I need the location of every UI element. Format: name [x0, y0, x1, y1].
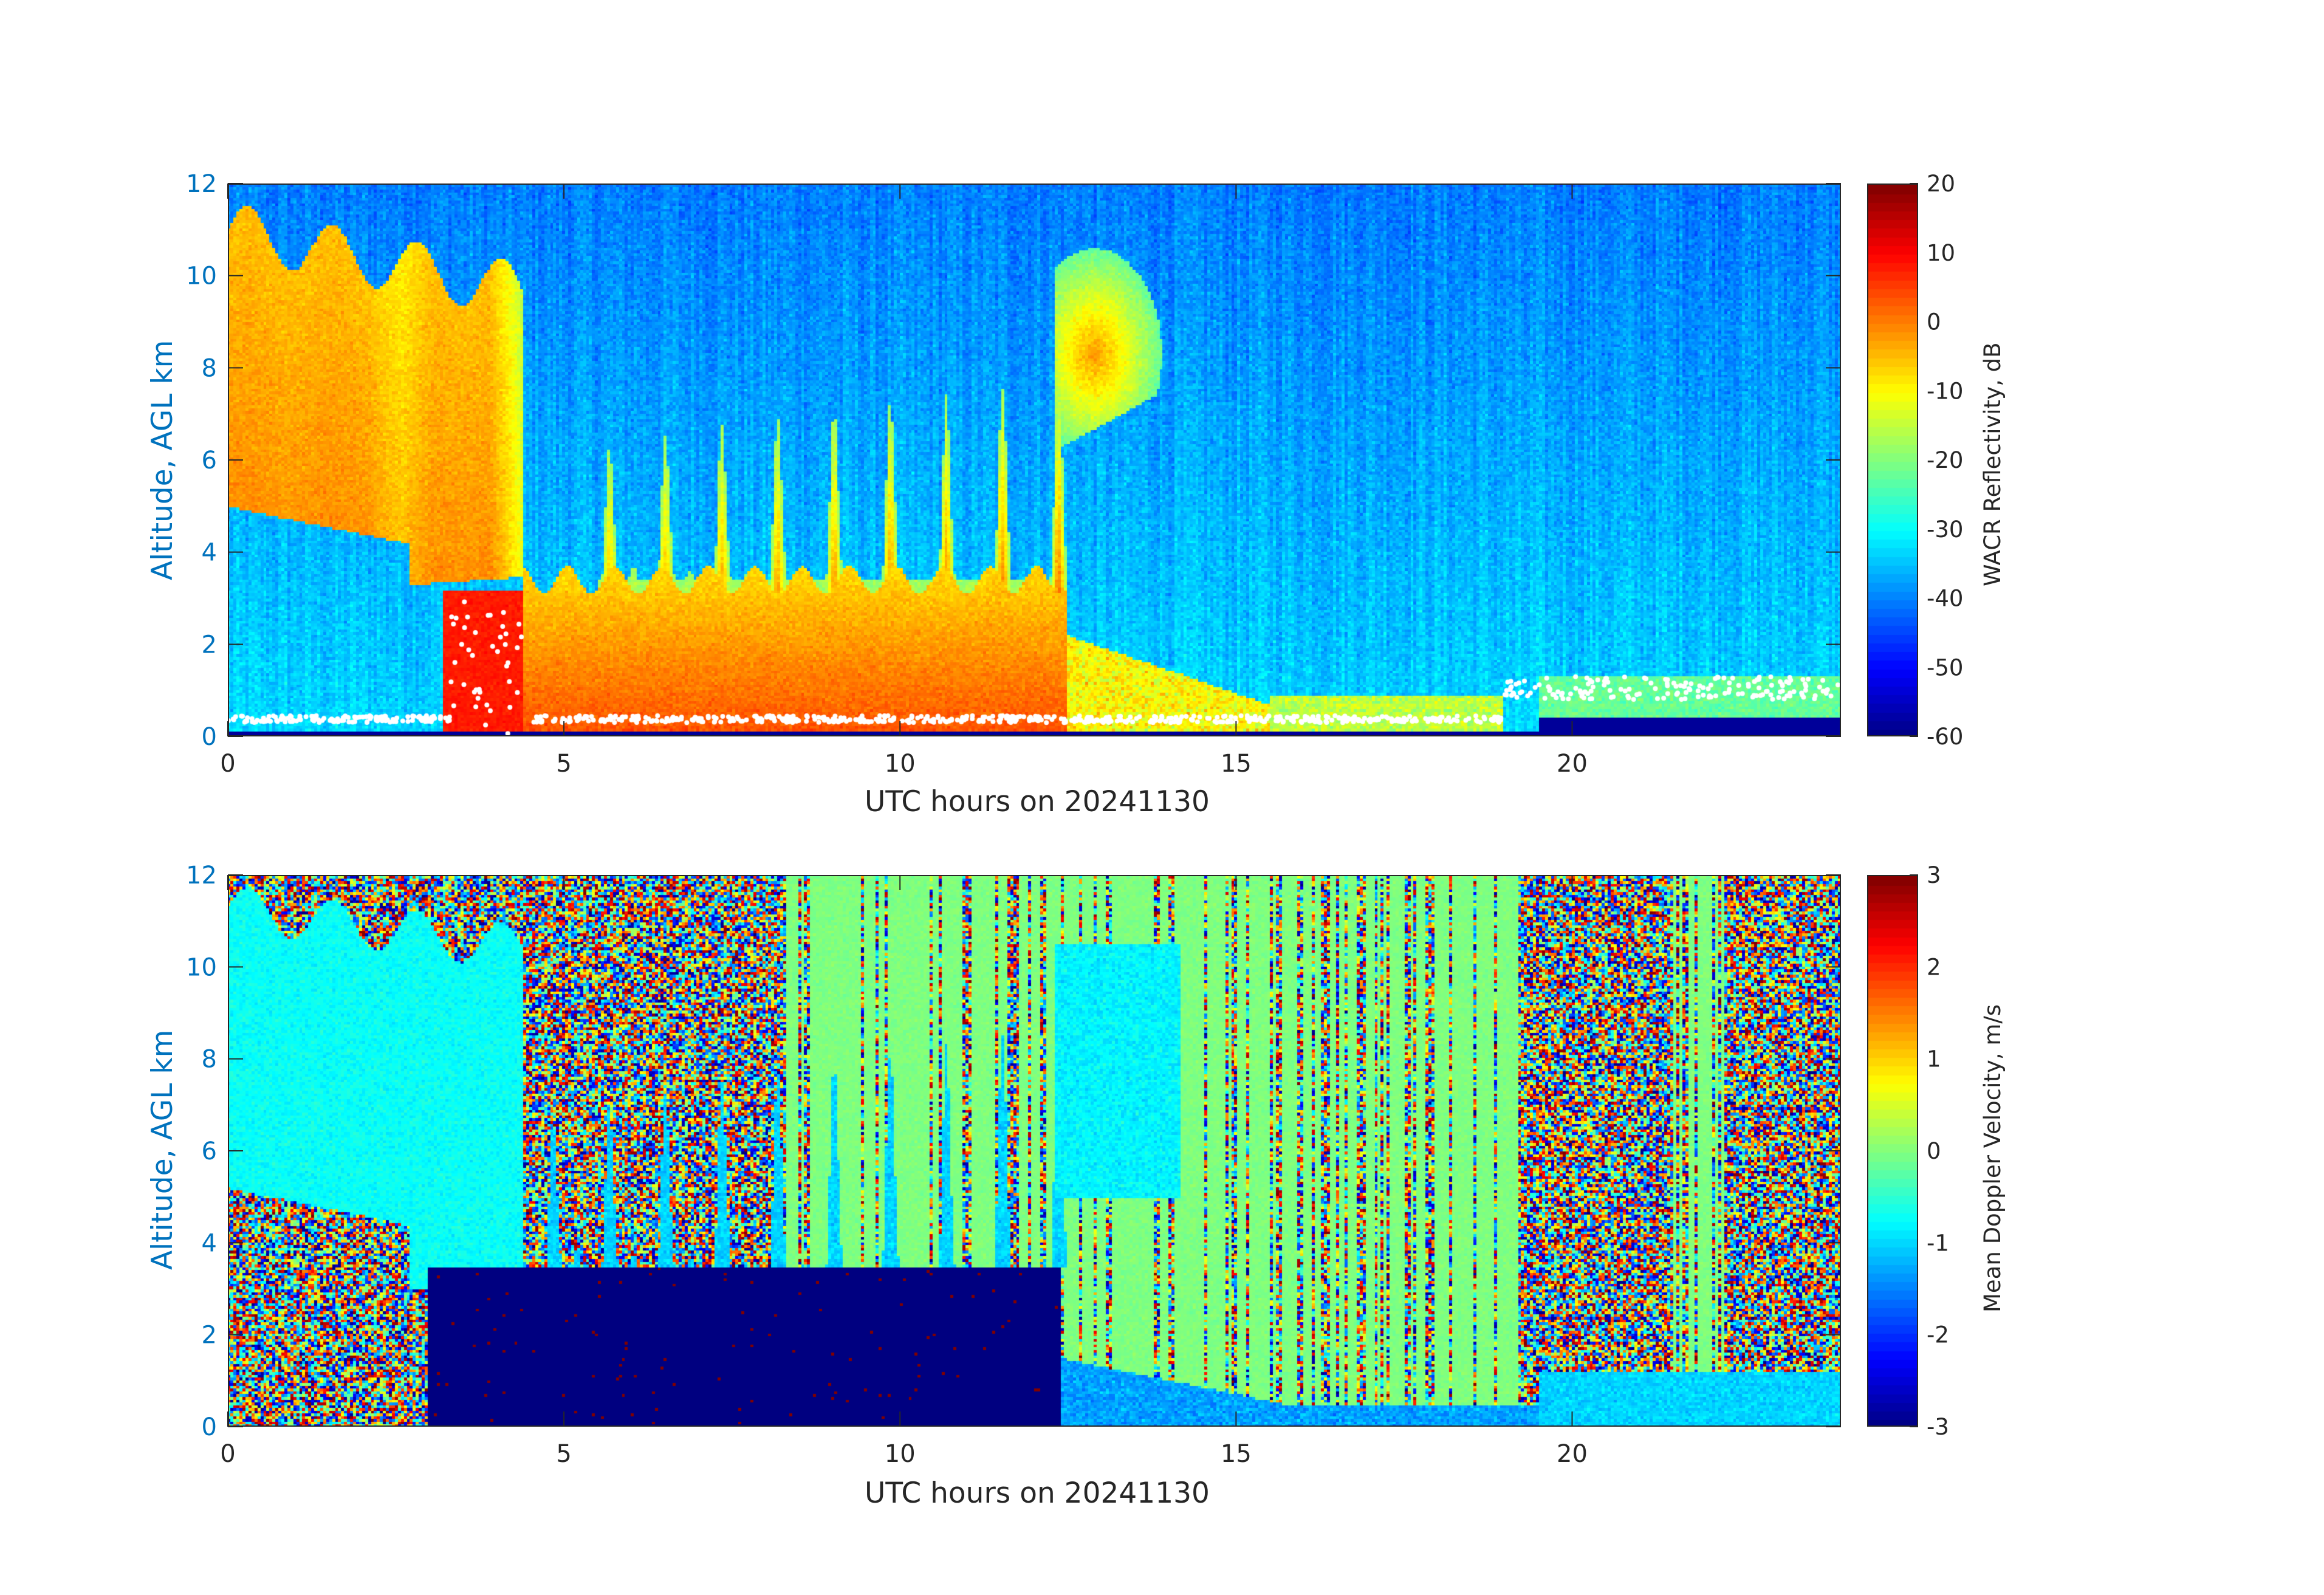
colorbar-tick-label: -60	[1927, 724, 1963, 750]
colorbar-tick-label: -30	[1927, 516, 1963, 543]
velocity-y-axis-label: Altitude, AGL km	[146, 1029, 179, 1270]
x-tick-label: 5	[556, 1440, 571, 1468]
y-tick-label: 12	[186, 862, 217, 890]
y-tick-label: 2	[202, 1322, 217, 1350]
colorbar-tick-label: 0	[1927, 309, 1941, 335]
colorbar-tick-label: 3	[1927, 862, 1941, 888]
y-tick-label: 10	[186, 262, 217, 290]
colorbar-tick-label: -2	[1927, 1322, 1949, 1348]
colorbar-tick-label: 10	[1927, 240, 1955, 266]
colorbar-tick-label: -40	[1927, 586, 1963, 612]
colorbar-tick-label: -1	[1927, 1230, 1949, 1256]
y-tick-label: 2	[202, 631, 217, 659]
colorbar-tick-label: 0	[1927, 1138, 1941, 1164]
colorbar-tick-label: -20	[1927, 447, 1963, 473]
x-tick-label: 15	[1221, 750, 1252, 778]
x-tick-label: 10	[885, 1440, 916, 1468]
x-tick-label: 0	[220, 750, 235, 778]
velocity-heatmap	[228, 875, 1841, 1427]
x-tick-label: 0	[220, 1440, 235, 1468]
y-tick-label: 4	[202, 1229, 217, 1257]
x-tick-label: 15	[1221, 1440, 1252, 1468]
colorbar-tick-label: 20	[1927, 171, 1955, 197]
reflectivity-heatmap	[228, 184, 1841, 736]
colorbar-tick-label: -3	[1927, 1414, 1949, 1440]
velocity-colorbar-label: Mean Doppler Velocity, m/s	[1980, 1004, 2006, 1312]
velocity-panel: 0 5 10 15 20 0 2 4 6 8 10 12 -3 -2 -1 0 1 2 3 Altitude, AG…	[0, 796, 2324, 1595]
y-tick-label: 4	[202, 539, 217, 567]
reflectivity-plot-area	[228, 184, 1841, 736]
velocity-colorbar	[1867, 875, 1918, 1427]
x-tick-label: 20	[1557, 750, 1588, 778]
reflectivity-panel: 0 5 10 15 20 0 2 4 6 8 10 12 -60 -50 -40 -30 -20 -10 0 10 20…	[0, 0, 2324, 818]
velocity-plot-area	[228, 875, 1841, 1427]
velocity-x-axis-label: UTC hours on 20241130	[865, 1477, 1210, 1510]
colorbar-tick-label: -50	[1927, 654, 1963, 681]
colorbar-tick-label: 2	[1927, 954, 1941, 980]
y-tick-label: 6	[202, 1137, 217, 1165]
reflectivity-y-axis-label: Altitude, AGL km	[146, 340, 179, 580]
y-tick-label: 0	[202, 723, 217, 751]
y-tick-label: 0	[202, 1413, 217, 1441]
colorbar-tick-label: 1	[1927, 1046, 1941, 1072]
y-tick-label: 8	[202, 354, 217, 382]
y-tick-label: 8	[202, 1046, 217, 1074]
reflectivity-x-axis-label: UTC hours on 20241130	[865, 785, 1210, 818]
x-tick-label: 20	[1557, 1440, 1588, 1468]
x-tick-label: 10	[885, 750, 916, 778]
y-tick-label: 12	[186, 170, 217, 198]
colorbar-tick-label: -10	[1927, 378, 1963, 404]
y-tick-label: 6	[202, 447, 217, 475]
x-tick-label: 5	[556, 750, 571, 778]
reflectivity-colorbar	[1867, 184, 1918, 736]
reflectivity-colorbar-label: WACR Reflectivity, dB	[1980, 342, 2006, 586]
reflectivity-axis-ticks: 0 5 10 15 20 0 2 4 6 8 10 12 -60 -50 -40 -30 -20 -10 0 10 20	[186, 170, 1963, 778]
y-tick-label: 10	[186, 953, 217, 981]
